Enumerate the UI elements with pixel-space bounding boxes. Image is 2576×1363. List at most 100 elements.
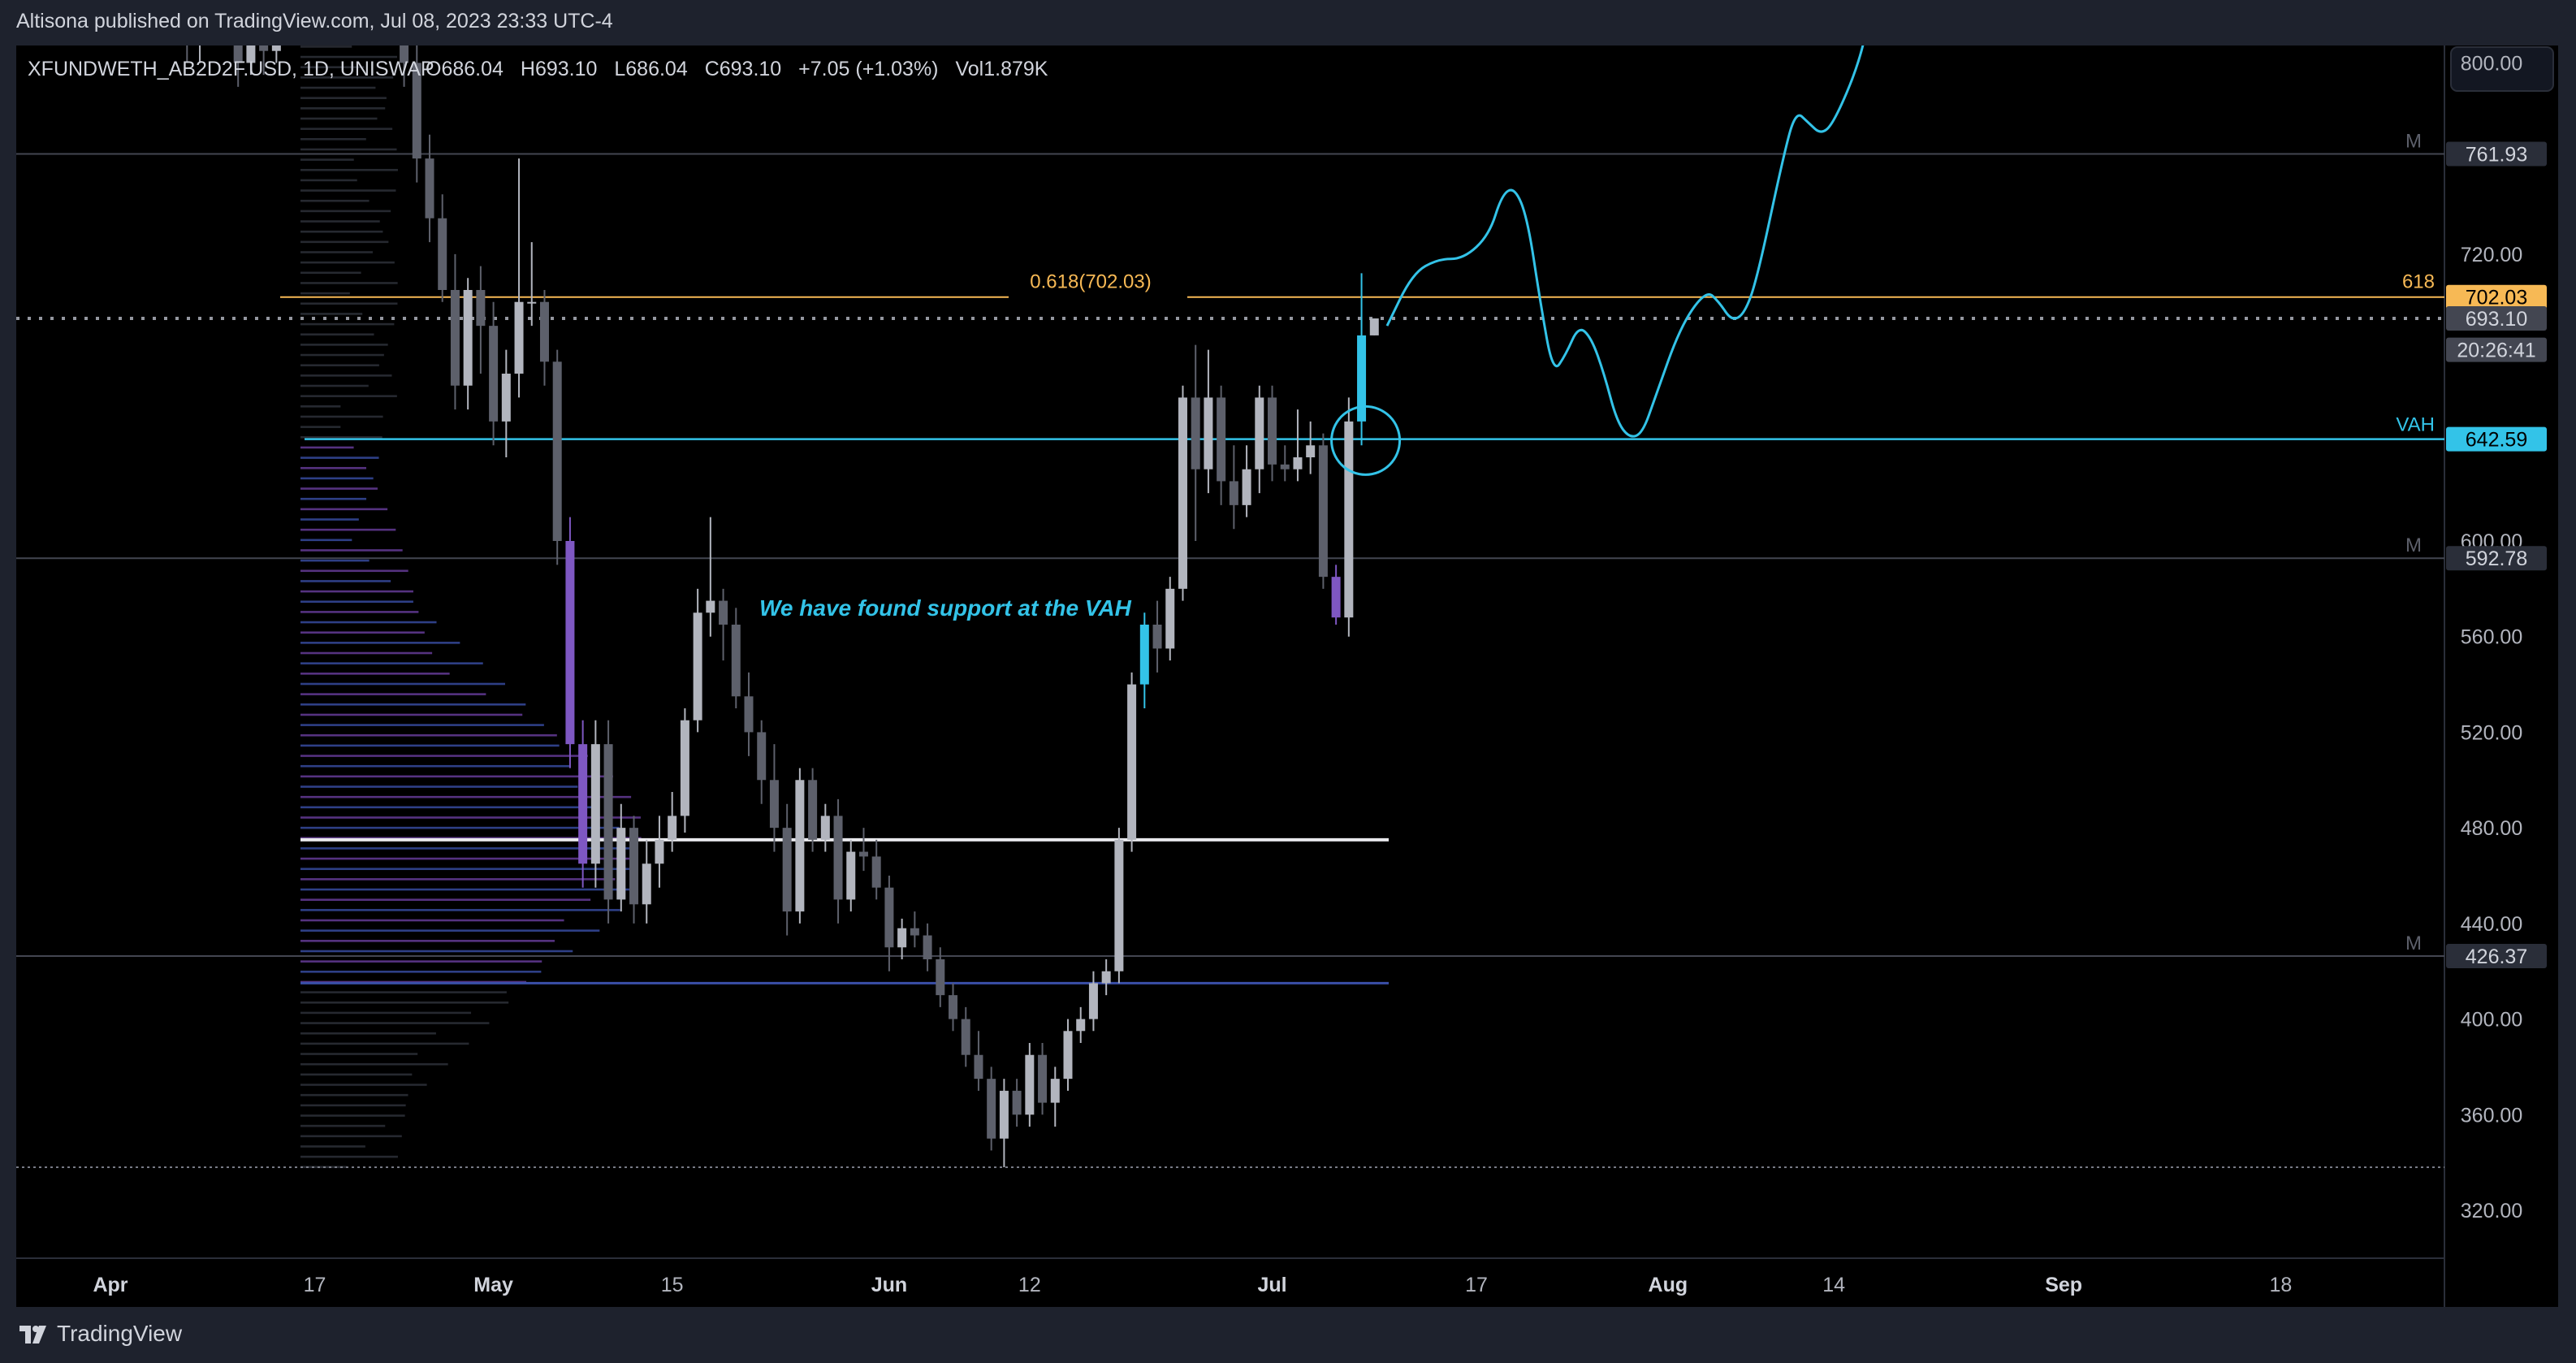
candle-body [706, 600, 715, 613]
x-tick-label: 17 [304, 1274, 326, 1296]
profile-bar [300, 271, 361, 275]
profile-bar [300, 1114, 405, 1117]
profile-bar [300, 795, 632, 798]
price-label: 702.03 [2466, 287, 2527, 309]
x-tick-label: 18 [2269, 1274, 2292, 1296]
profile-bar [300, 888, 633, 891]
candle-body [744, 696, 754, 733]
candle-body [936, 959, 945, 996]
profile-bar [300, 210, 391, 213]
profile-bar [300, 426, 341, 428]
profile-bar [300, 539, 352, 542]
candle-body [1242, 469, 1251, 505]
profile-bar [300, 220, 380, 223]
profile-bar [300, 1073, 413, 1076]
y-tick-label: 360.00 [2461, 1104, 2522, 1127]
vah-label: VAH [2396, 414, 2435, 436]
candle-body [1191, 397, 1200, 469]
profile-bar [300, 868, 638, 871]
profile-bar [300, 1032, 436, 1035]
x-tick-label: Aug [1649, 1274, 1688, 1296]
profile-bar [300, 302, 398, 305]
candle-body [425, 158, 434, 219]
candle-body [769, 780, 779, 829]
projection-path [1385, 0, 1878, 438]
candle-body [884, 887, 894, 948]
time-axis[interactable]: Apr 17 May 15 Jun 12 Jul 17 Aug 14 Sep 18 [93, 1274, 2292, 1296]
candle-body [820, 816, 830, 840]
y-tick-label: 720.00 [2461, 244, 2522, 266]
profile-bar [300, 66, 365, 69]
legend-low-label: L [614, 58, 625, 80]
profile-bar [300, 642, 460, 644]
candle-body [1076, 1019, 1086, 1032]
profile-bar [300, 785, 578, 788]
candle-body [846, 851, 856, 900]
price-label-box [2446, 141, 2547, 167]
profile-bar [300, 857, 633, 860]
candle-body [565, 541, 575, 745]
candle-body [1012, 1090, 1022, 1115]
price-label-box [2446, 284, 2547, 309]
candle-body [1255, 397, 1264, 469]
drawings: We have found support at the VAH [759, 0, 1878, 621]
candle-body [1025, 1054, 1035, 1115]
candle-body [923, 935, 932, 959]
candle-body [1293, 457, 1303, 469]
price-label-box [2446, 306, 2547, 331]
candle-body [668, 816, 677, 840]
time-axis-background [16, 1258, 2444, 1307]
x-tick-label: 15 [661, 1274, 684, 1296]
profile-bar [300, 199, 370, 202]
profile-bar [300, 1042, 469, 1045]
profile-bar [300, 919, 564, 922]
candle-body [246, 39, 256, 63]
profile-bar [300, 1135, 402, 1138]
profile-bar [300, 466, 366, 469]
profile-bar [300, 682, 505, 686]
legend-symbol[interactable]: XFUNDWETH_AB2D2F.USD, 1D, UNISWAP [28, 58, 434, 80]
candle-body [1139, 625, 1149, 685]
candle-body [1204, 397, 1213, 469]
candle-body [782, 828, 792, 912]
y-tick-label: 560.00 [2461, 626, 2522, 649]
tradingview-brand[interactable]: TradingView [57, 1321, 183, 1346]
candle-body [719, 600, 728, 625]
x-tick-label: Jun [871, 1274, 907, 1296]
x-tick-label: May [473, 1274, 513, 1296]
price-label: 693.10 [2466, 308, 2527, 331]
candle-body [642, 863, 651, 905]
candle-body [590, 744, 600, 864]
axis-settings-button[interactable] [2450, 46, 2554, 92]
profile-bar [300, 1022, 490, 1024]
profile-bar [300, 292, 350, 295]
candle-body [501, 374, 511, 422]
profile-bar [300, 744, 560, 747]
price-axis[interactable]: 880.00840.00800.00720.00600.00560.00520.… [2461, 0, 2522, 1222]
profile-bar [300, 333, 374, 336]
price-label: 592.78 [2466, 547, 2527, 570]
profile-bar [300, 775, 613, 778]
profile-bar [300, 755, 588, 757]
profile-bar [300, 384, 369, 387]
candle-body [539, 301, 549, 362]
profile-bar [300, 909, 620, 911]
profile-bar [300, 415, 383, 418]
candle-body [871, 856, 881, 888]
profile-bar [300, 344, 388, 346]
candle-body [1088, 983, 1098, 1019]
tradingview-logo-icon[interactable] [18, 1322, 49, 1347]
profile-bar [300, 179, 357, 182]
level-marker: M [2405, 130, 2422, 152]
profile-bar [300, 435, 383, 439]
profile-bar [300, 1155, 398, 1158]
level-marker: M [2405, 932, 2422, 954]
price-label: 20:26:41 [2457, 340, 2535, 362]
profile-bar [300, 282, 398, 284]
profile-bar [300, 569, 408, 573]
profile-bar [300, 970, 542, 973]
profile-bar [300, 837, 642, 840]
profile-bar [300, 518, 359, 521]
fib-label: 0.618(702.03) [1030, 271, 1151, 293]
